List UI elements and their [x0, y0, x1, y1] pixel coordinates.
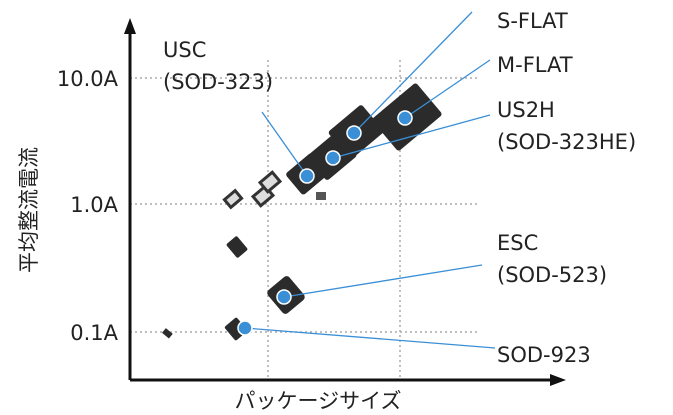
callout: M-FLAT — [497, 53, 573, 77]
leader-lines — [244, 11, 496, 349]
callout: ESC — [497, 231, 538, 255]
y-label: 1.0A — [70, 193, 118, 217]
x-axis-title: パッケージサイズ — [235, 389, 402, 413]
callout: USC — [163, 38, 206, 62]
grid — [130, 60, 480, 380]
callout: S-FLAT — [497, 9, 568, 33]
y-label: 10.0A — [57, 67, 119, 91]
callout: (SOD-323HE) — [497, 130, 636, 154]
y-label: 0.1A — [70, 321, 118, 345]
axes — [124, 18, 566, 386]
y-axis-title: 平均整流電流 — [17, 147, 41, 273]
callout: SOD-923 — [497, 343, 591, 367]
callout: US2H — [497, 98, 555, 122]
callout: (SOD-323) — [163, 70, 273, 94]
markers — [237, 110, 413, 336]
callout: (SOD-523) — [497, 263, 607, 287]
